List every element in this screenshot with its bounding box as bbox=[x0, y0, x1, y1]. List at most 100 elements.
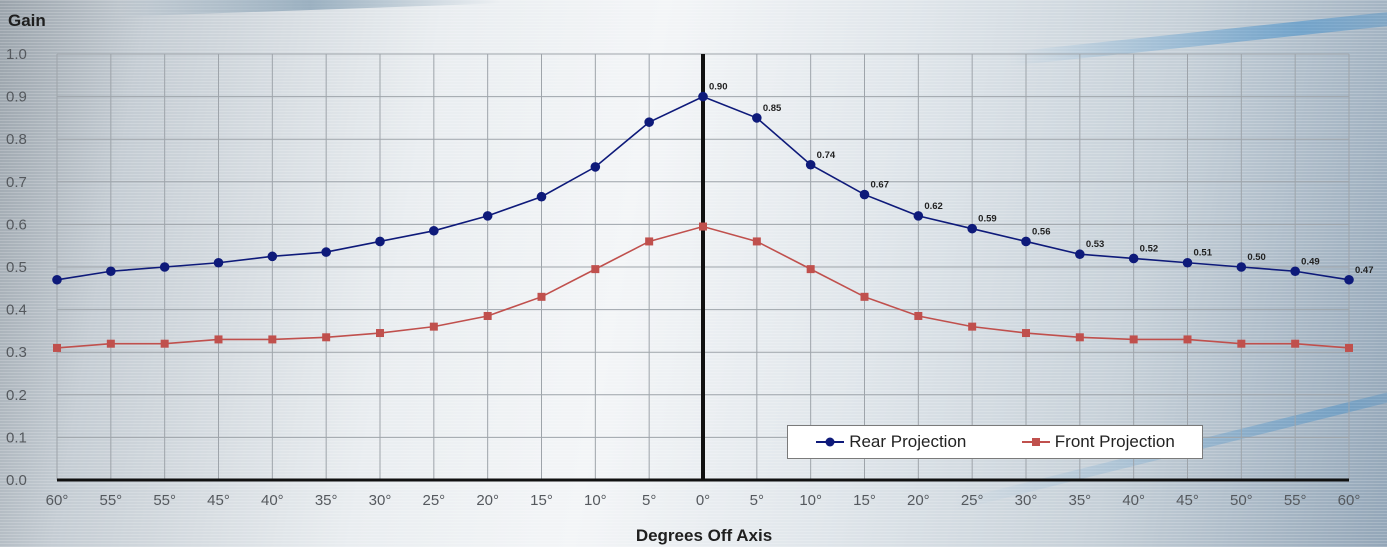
data-point bbox=[160, 339, 169, 348]
data-point bbox=[537, 292, 546, 301]
legend-label: Rear Projection bbox=[849, 432, 967, 451]
data-point bbox=[752, 237, 761, 246]
data-point bbox=[214, 335, 223, 344]
data-label: 0.85 bbox=[763, 103, 782, 114]
data-labels: 0.90 0.85 0.74 0.67 0.62 0.59 0.56 0.53 0.52 0.51… bbox=[709, 82, 1374, 276]
chart-legend: Rear Projection Front Projection bbox=[787, 425, 1203, 459]
data-label: 0.67 bbox=[871, 180, 890, 191]
y-tick-label: 0.2 bbox=[6, 387, 27, 404]
data-point bbox=[1183, 335, 1192, 344]
x-tick-label: 45° bbox=[1176, 492, 1199, 509]
data-point bbox=[1291, 339, 1300, 348]
x-tick-label: 15° bbox=[530, 492, 553, 509]
data-point bbox=[536, 191, 547, 202]
x-tick-labels: 60° 55° 55° 45° 40° 35° 30° 25° 20° 15° 10° 5° 0° 5° 1… bbox=[46, 492, 1361, 509]
y-tick-label: 0.7 bbox=[6, 174, 27, 191]
x-tick-label: 20° bbox=[907, 492, 930, 509]
y-tick-label: 0.6 bbox=[6, 216, 27, 233]
data-point bbox=[752, 113, 762, 123]
data-point bbox=[968, 322, 977, 331]
data-series bbox=[52, 91, 1354, 352]
data-point bbox=[482, 211, 493, 221]
x-tick-label: 55° bbox=[153, 492, 176, 509]
data-point bbox=[1075, 333, 1084, 342]
data-point bbox=[859, 189, 870, 200]
data-label: 0.74 bbox=[817, 150, 836, 161]
data-label: 0.47 bbox=[1355, 265, 1374, 276]
x-tick-label: 30° bbox=[1015, 492, 1038, 509]
x-tick-label: 35° bbox=[1068, 492, 1091, 509]
data-point bbox=[914, 311, 923, 320]
x-tick-label: 50° bbox=[1230, 492, 1253, 509]
x-tick-label: 5° bbox=[750, 492, 764, 509]
data-point bbox=[590, 162, 601, 172]
data-point bbox=[1237, 339, 1246, 348]
x-tick-label: 25° bbox=[422, 492, 445, 509]
data-label: 0.90 bbox=[709, 82, 728, 93]
data-label: 0.59 bbox=[978, 214, 997, 225]
data-point bbox=[1021, 236, 1031, 247]
data-label: 0.56 bbox=[1032, 226, 1051, 237]
data-point bbox=[1128, 253, 1139, 264]
data-point bbox=[106, 266, 116, 277]
legend-label: Front Projection bbox=[1054, 432, 1175, 451]
x-tick-label: 30° bbox=[369, 492, 392, 509]
data-point bbox=[53, 343, 61, 352]
legend-item-rear-projection: Rear Projection bbox=[815, 432, 966, 452]
data-point bbox=[429, 322, 438, 331]
data-label: 0.51 bbox=[1194, 248, 1213, 259]
axes bbox=[57, 54, 1349, 482]
data-point bbox=[645, 237, 654, 246]
data-point bbox=[698, 91, 708, 102]
data-point bbox=[860, 292, 869, 301]
data-point bbox=[806, 265, 815, 274]
data-point bbox=[483, 311, 492, 320]
data-point bbox=[644, 117, 654, 127]
y-axis-title: Gain bbox=[8, 11, 46, 30]
x-tick-label: 60° bbox=[46, 492, 69, 509]
y-tick-label: 0.8 bbox=[6, 131, 27, 148]
data-point bbox=[1344, 274, 1354, 285]
data-label: 0.49 bbox=[1301, 256, 1320, 267]
data-point bbox=[322, 333, 331, 342]
data-point bbox=[1345, 343, 1353, 352]
x-tick-label: 45° bbox=[207, 492, 230, 509]
data-label: 0.53 bbox=[1086, 239, 1105, 250]
data-point bbox=[1129, 335, 1138, 344]
x-tick-label: 25° bbox=[961, 492, 984, 509]
x-tick-label: 60° bbox=[1338, 492, 1361, 509]
data-label: 0.52 bbox=[1140, 243, 1159, 254]
data-point bbox=[591, 265, 600, 274]
x-tick-label: 40° bbox=[261, 492, 284, 509]
y-tick-label: 1.0 bbox=[6, 46, 27, 63]
data-point bbox=[321, 247, 331, 257]
y-tick-label: 0.3 bbox=[6, 344, 27, 361]
data-point bbox=[106, 339, 115, 348]
x-tick-label: 55° bbox=[99, 492, 122, 509]
x-tick-label: 35° bbox=[315, 492, 338, 509]
y-tick-label: 0.4 bbox=[6, 302, 27, 319]
y-tick-label: 0.1 bbox=[6, 429, 27, 446]
data-point bbox=[429, 225, 439, 236]
data-point bbox=[1236, 262, 1247, 272]
square-marker-icon bbox=[1021, 438, 1050, 446]
x-axis-title: Degrees Off Axis bbox=[636, 526, 772, 545]
data-point bbox=[376, 329, 384, 338]
data-point bbox=[375, 236, 385, 247]
y-tick-label: 0.9 bbox=[6, 89, 27, 106]
data-point bbox=[52, 274, 62, 285]
data-label: 0.62 bbox=[924, 201, 943, 212]
x-tick-label: 20° bbox=[476, 492, 499, 509]
x-tick-label: 5° bbox=[642, 492, 656, 509]
data-point bbox=[967, 223, 977, 234]
y-tick-labels: 0.0 0.1 0.2 0.3 0.4 0.5 0.6 0.7 0.8 0.9 1.0 bbox=[6, 46, 27, 489]
data-point bbox=[1182, 257, 1193, 268]
data-point bbox=[267, 251, 278, 262]
data-point bbox=[913, 211, 924, 221]
x-tick-label: 15° bbox=[853, 492, 876, 509]
data-label: 0.50 bbox=[1247, 252, 1266, 263]
legend-item-front-projection: Front Projection bbox=[1021, 432, 1175, 452]
y-tick-label: 0.0 bbox=[6, 472, 27, 489]
x-tick-label: 10° bbox=[584, 492, 607, 509]
